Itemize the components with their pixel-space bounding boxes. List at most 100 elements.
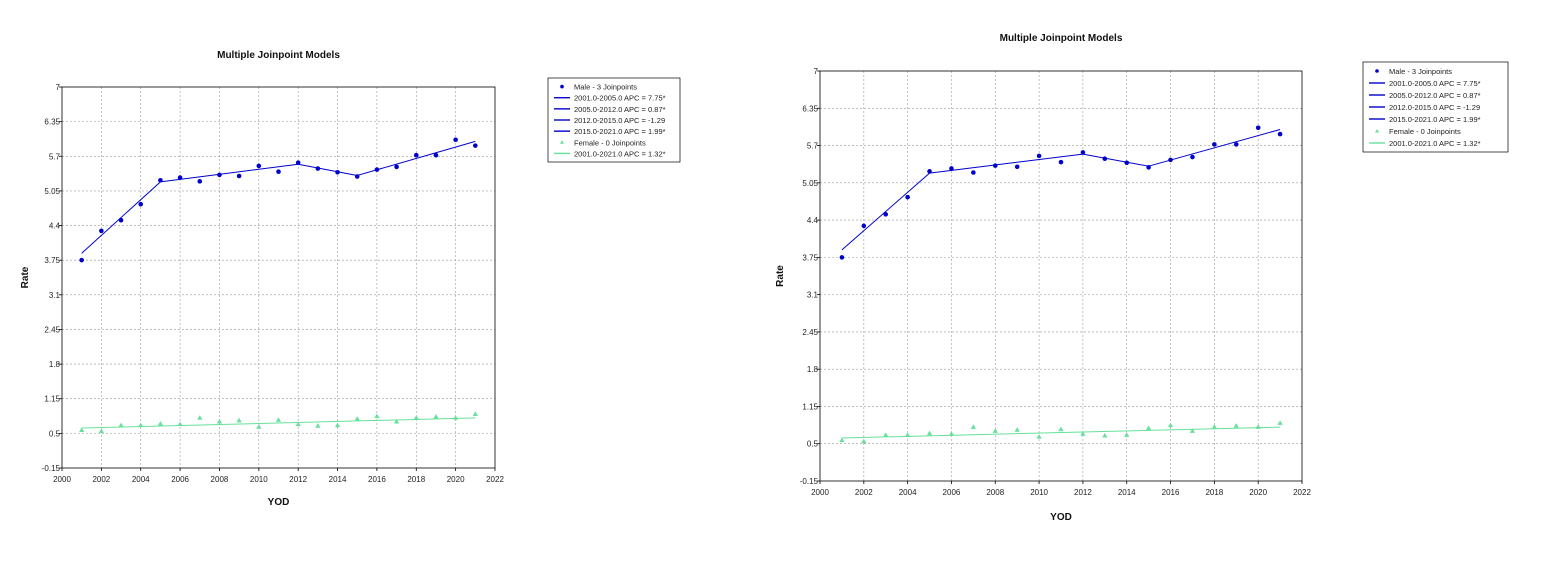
y-tick-label: 0.5: [49, 429, 61, 438]
plot-frame: [62, 87, 495, 468]
y-tick-label: -0.15: [800, 477, 819, 486]
male-data-point: [473, 143, 478, 148]
chart-1: Multiple Joinpoint Models2000 2002 2004 200…: [20, 50, 680, 508]
female-data-point: [1146, 425, 1151, 430]
y-axis-label: Rate: [775, 265, 786, 287]
x-tick-label: 2014: [329, 475, 347, 484]
legend-entry-label: Female - 0 Joinpoints: [1389, 127, 1461, 136]
female-data-point: [433, 414, 438, 419]
y-tick-label: 2.45: [44, 325, 60, 334]
male-data-point: [1190, 155, 1195, 160]
x-tick-label: 2008: [211, 475, 229, 484]
legend-entry-label: 2015.0-2021.0 APC = 1.99*: [574, 127, 666, 136]
male-data-point: [414, 153, 419, 158]
y-tick-label: 0.5: [807, 440, 819, 449]
male-data-point: [905, 195, 910, 200]
x-tick-label: 2000: [53, 475, 71, 484]
female-data-point: [993, 428, 998, 433]
y-tick-label: 3.75: [802, 253, 818, 262]
female-data-point: [217, 419, 222, 424]
chart-2: Multiple Joinpoint Models2000 2002 2004 200…: [775, 33, 1508, 523]
female-data-point: [883, 432, 888, 437]
female-data-point: [1015, 427, 1020, 432]
male-data-point: [453, 137, 458, 142]
y-axis-label: Rate: [20, 266, 31, 288]
male-data-point: [237, 174, 242, 179]
x-tick-label: 2022: [486, 475, 504, 484]
y-tick-label: 5.05: [44, 187, 60, 196]
y-tick-label: 7: [814, 67, 819, 76]
male-data-point: [1212, 142, 1217, 147]
female-data-point: [861, 439, 866, 444]
y-tick-label: 6.35: [802, 104, 818, 113]
female-data-point: [99, 428, 104, 433]
y-tick-label: 4.4: [807, 216, 819, 225]
x-axis-label: YOD: [268, 497, 290, 508]
chart-title: Multiple Joinpoint Models: [217, 50, 340, 61]
y-tick-label: 5.7: [807, 142, 819, 151]
x-tick-label: 2012: [1074, 488, 1092, 497]
female-data-point: [335, 423, 340, 428]
x-tick-label: 2002: [855, 488, 873, 497]
female-data-point: [1102, 433, 1107, 438]
male-data-point: [1015, 164, 1020, 169]
x-tick-label: 2014: [1118, 488, 1136, 497]
legend-entry-label: Female - 0 Joinpoints: [574, 138, 646, 147]
x-tick-label: 2018: [407, 475, 425, 484]
male-data-point: [1256, 125, 1261, 130]
y-tick-label: 1.15: [802, 402, 818, 411]
male-data-point: [1234, 142, 1239, 147]
male-data-point: [257, 164, 262, 169]
female-data-point: [197, 415, 202, 420]
female-data-point: [1168, 423, 1173, 428]
male-trend-segment: [357, 141, 475, 175]
legend-entry-label: 2001.0-2005.0 APC = 7.75*: [574, 94, 666, 103]
legend-male-marker: [1375, 69, 1379, 73]
x-tick-label: 2006: [943, 488, 961, 497]
legend-entry-label: Male - 3 Joinpoints: [574, 83, 637, 92]
y-tick-label: -0.15: [42, 464, 61, 473]
male-data-point: [79, 258, 84, 263]
legend: Male - 3 Joinpoints 2001.0-2005.0 APC = 7…: [1363, 62, 1508, 152]
female-data-point: [158, 421, 163, 426]
male-data-point: [971, 170, 976, 175]
x-tick-label: 2008: [986, 488, 1004, 497]
female-data-point: [1058, 427, 1063, 432]
y-tick-label: 3.75: [44, 256, 60, 265]
x-tick-label: 2004: [899, 488, 917, 497]
legend-entry-label: 2012.0-2015.0 APC = -1.29: [1389, 103, 1480, 112]
female-data-point: [1036, 434, 1041, 439]
y-tick-label: 5.7: [49, 152, 61, 161]
male-data-point: [1059, 160, 1064, 165]
x-tick-label: 2020: [1249, 488, 1267, 497]
female-data-point: [453, 415, 458, 420]
x-tick-label: 2010: [250, 475, 268, 484]
legend: Male - 3 Joinpoints 2001.0-2005.0 APC = 7…: [548, 78, 680, 162]
y-tick-label: 3.1: [49, 291, 61, 300]
female-data-point: [927, 431, 932, 436]
y-tick-label: 1.8: [49, 360, 61, 369]
x-tick-label: 2022: [1293, 488, 1311, 497]
legend-entry-label: 2005.0-2012.0 APC = 0.87*: [1389, 91, 1481, 100]
male-data-point: [1037, 154, 1042, 159]
x-tick-label: 2004: [132, 475, 150, 484]
male-data-point: [276, 169, 281, 174]
x-axis-label: YOD: [1050, 512, 1072, 523]
female-data-point: [1277, 420, 1282, 425]
female-data-point: [315, 423, 320, 428]
x-tick-label: 2000: [811, 488, 829, 497]
female-data-point: [971, 424, 976, 429]
x-tick-label: 2012: [289, 475, 307, 484]
male-data-point: [1278, 132, 1283, 137]
female-data-point: [1124, 432, 1129, 437]
female-data-point: [473, 411, 478, 416]
y-tick-label: 2.45: [802, 328, 818, 337]
female-data-point: [276, 417, 281, 422]
y-tick-label: 1.8: [807, 365, 819, 374]
male-data-point: [99, 229, 104, 234]
legend-entry-label: 2005.0-2012.0 APC = 0.87*: [574, 105, 666, 114]
y-tick-label: 4.4: [49, 222, 61, 231]
male-data-point: [840, 255, 845, 260]
y-tick-label: 3.1: [807, 291, 819, 300]
male-data-point: [394, 165, 399, 170]
